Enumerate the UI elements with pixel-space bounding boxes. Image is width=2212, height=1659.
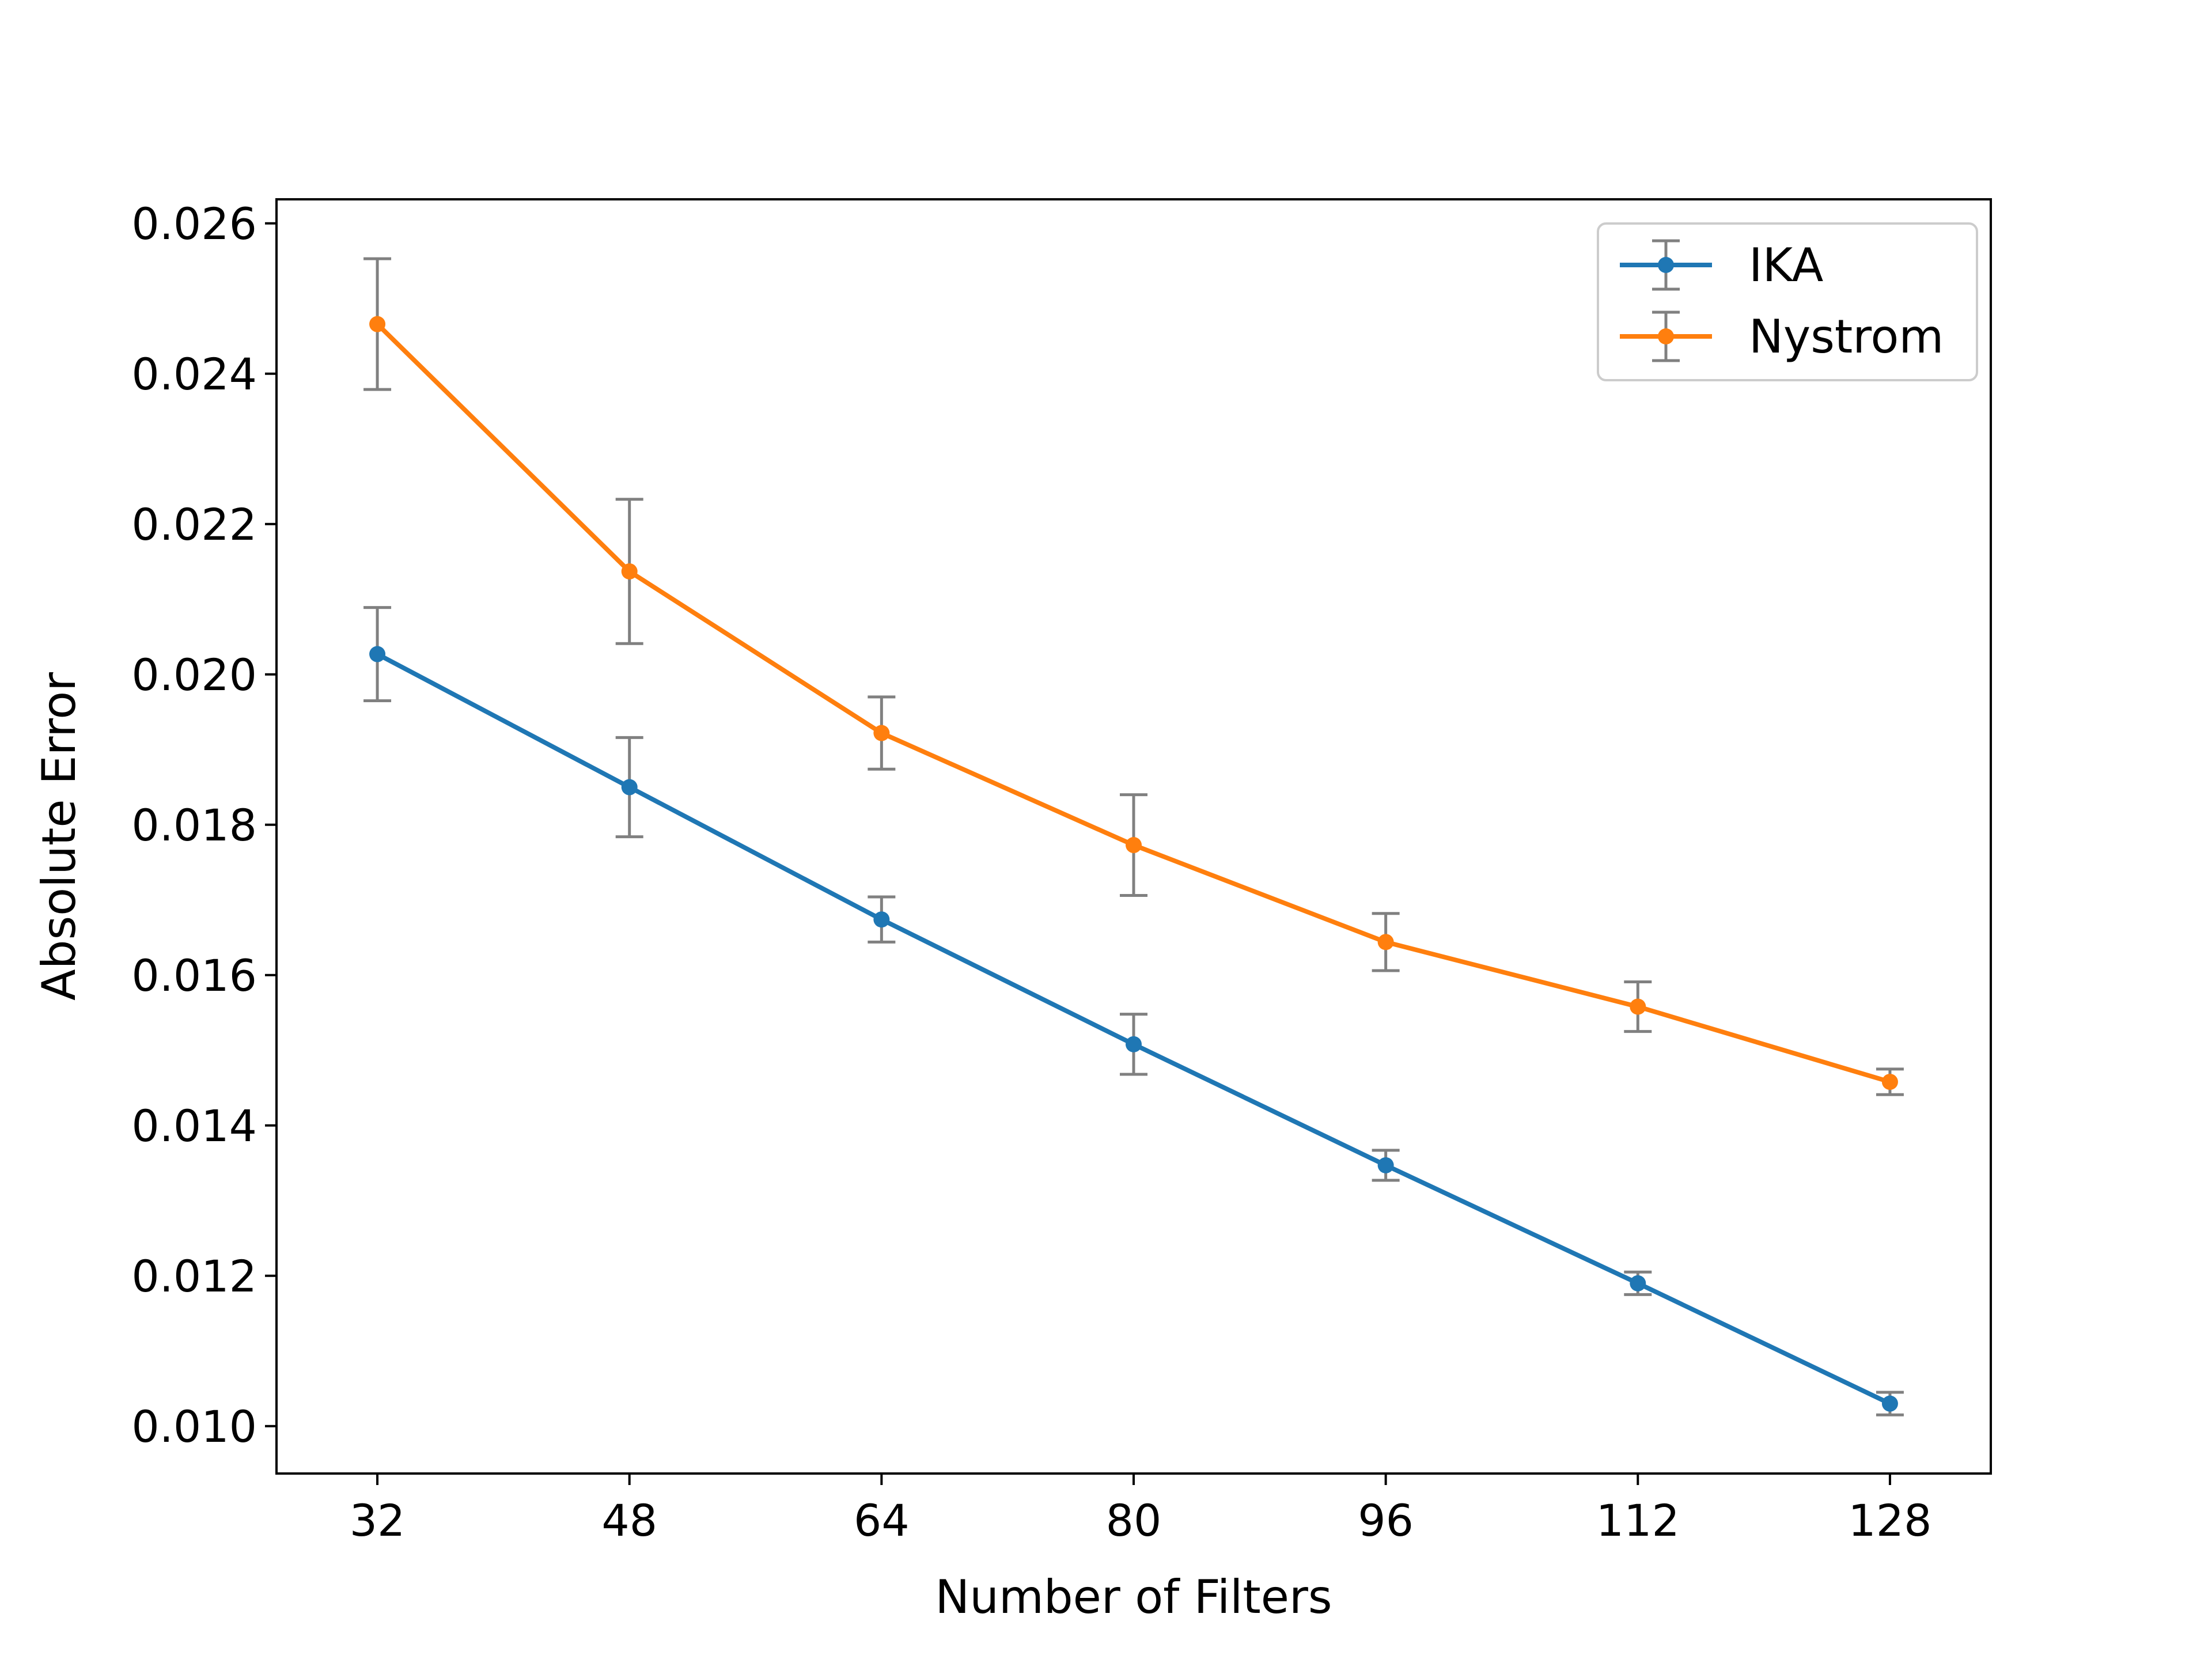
legend-label-ika: IKA <box>1749 238 1824 292</box>
data-point-ika <box>369 646 386 662</box>
data-point-nystrom <box>1377 934 1394 950</box>
legend-label-nystrom: Nystrom <box>1749 310 1944 363</box>
data-point-ika <box>1126 1036 1142 1052</box>
data-point-ika <box>1377 1157 1394 1173</box>
y-tick-label: 0.012 <box>131 1251 257 1302</box>
x-axis-title: Number of Filters <box>935 1570 1332 1624</box>
y-tick-label: 0.022 <box>131 499 257 550</box>
x-tick-label: 112 <box>1596 1495 1680 1546</box>
y-tick-label: 0.016 <box>131 950 257 1001</box>
y-axis-title: Absolute Error <box>32 672 86 1001</box>
y-tick-label: 0.010 <box>131 1401 257 1452</box>
data-point-nystrom <box>621 563 638 579</box>
data-point-nystrom <box>1881 1074 1898 1090</box>
y-tick-label: 0.018 <box>131 800 257 851</box>
legend: IKA Nystrom <box>1597 222 1978 381</box>
y-tick-label: 0.020 <box>131 649 257 700</box>
y-tick-label: 0.026 <box>131 198 257 249</box>
x-tick-label: 48 <box>601 1495 657 1546</box>
data-point-ika <box>621 779 638 796</box>
legend-marker-ika <box>1658 257 1674 273</box>
data-point-ika <box>1881 1395 1898 1412</box>
data-point-nystrom <box>1126 837 1142 854</box>
data-point-nystrom <box>369 316 386 332</box>
legend-marker-nystrom <box>1658 328 1674 344</box>
x-tick-label: 96 <box>1358 1495 1414 1546</box>
x-tick-label: 128 <box>1848 1495 1931 1546</box>
x-tick-label: 80 <box>1106 1495 1162 1546</box>
data-point-ika <box>873 911 890 928</box>
x-tick-label: 64 <box>854 1495 910 1546</box>
data-point-nystrom <box>873 725 890 741</box>
data-point-nystrom <box>1630 998 1646 1015</box>
axes-ticks: 0.010 0.012 0.014 0.016 0.018 0.020 0.022 0.024… <box>131 198 1931 1546</box>
data-point-ika <box>1630 1275 1646 1291</box>
plot-area <box>363 257 1904 1416</box>
y-tick-label: 0.024 <box>131 349 257 400</box>
x-tick-label: 32 <box>350 1495 406 1546</box>
y-tick-label: 0.014 <box>131 1100 257 1152</box>
